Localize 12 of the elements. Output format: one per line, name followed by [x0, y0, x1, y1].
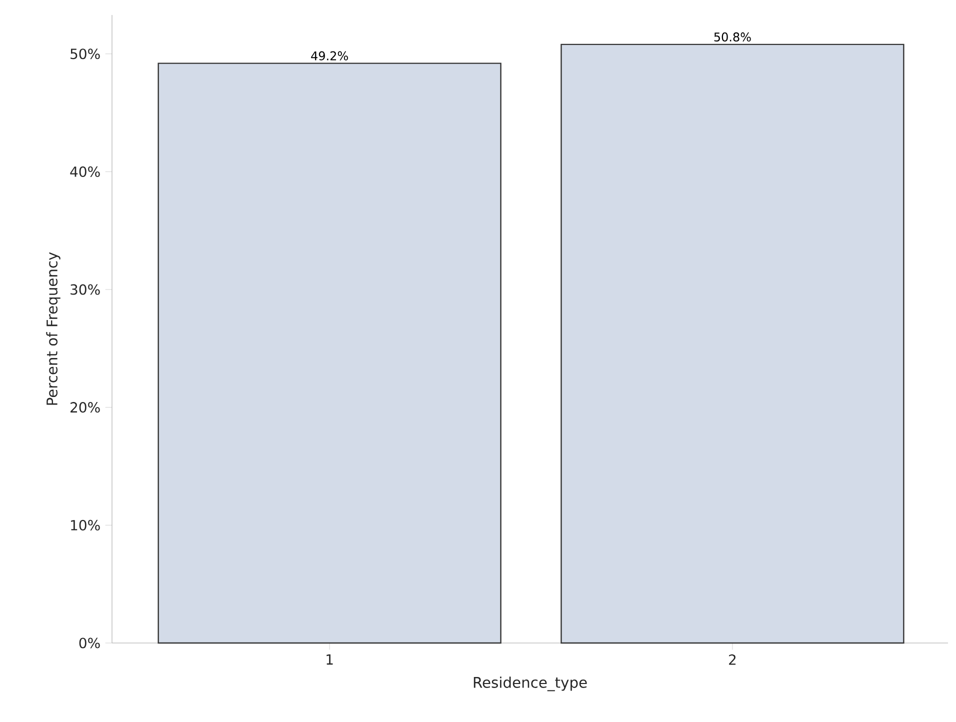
y-tick-label: 10%	[71, 520, 100, 530]
y-tick-label: 50%	[70, 48, 100, 60]
y-tick-label: 30%	[70, 284, 100, 295]
data-label: 50.8%	[714, 32, 751, 42]
data-label: 49.2%	[311, 51, 348, 60]
x-tick-label: 2	[729, 654, 736, 665]
x-axis-title: Residence_type	[474, 676, 587, 692]
y-tick-label: 0%	[79, 638, 100, 648]
y-axis-title: Percent of Frequency	[46, 252, 60, 405]
x-tick-label: 1	[326, 654, 333, 665]
y-tick-label: 20%	[70, 402, 100, 413]
y-tick-label: 40%	[70, 166, 100, 177]
